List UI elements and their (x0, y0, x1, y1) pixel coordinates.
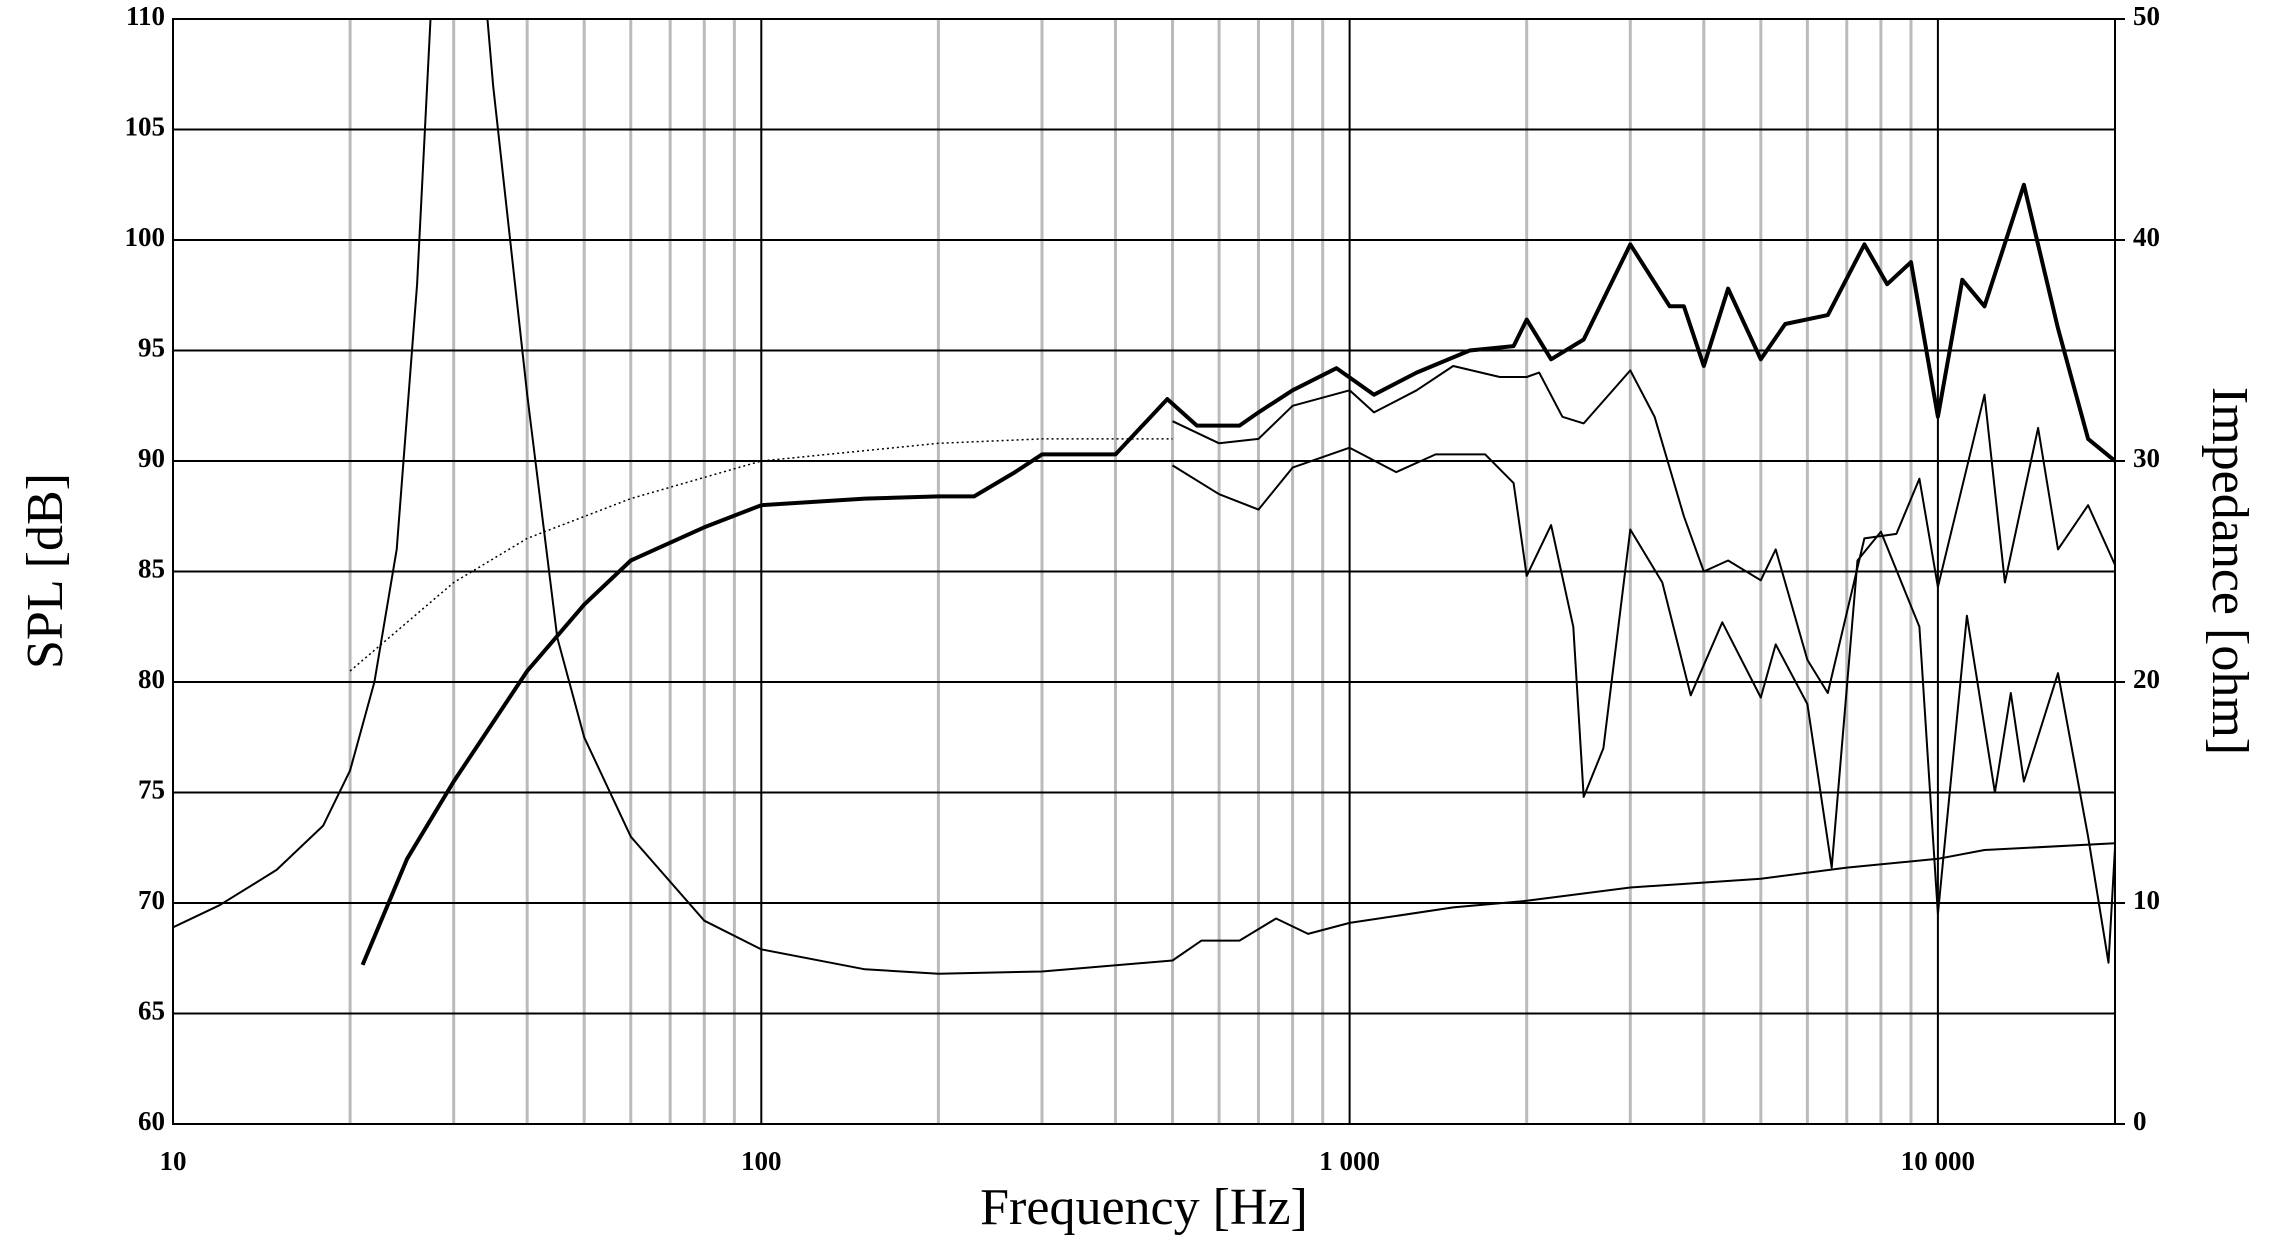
labels: 10 100 1 000 10 000606570758085909510010511… (125, 1, 2161, 1176)
x-tick-label: 10 (160, 1146, 187, 1176)
y-tick-label: 85 (138, 554, 165, 584)
y-tick-label: 110 (126, 1, 165, 31)
y-tick-label: 65 (138, 996, 165, 1026)
y-tick-label: 105 (125, 112, 166, 142)
y-tick-label: 70 (138, 885, 165, 915)
y2-tick-label: 20 (2133, 664, 2160, 694)
x-tick-label: 100 (741, 1146, 782, 1176)
y2-tick-label: 10 (2133, 885, 2160, 915)
y-tick-label: 60 (138, 1106, 165, 1136)
y2-tick-label: 30 (2133, 443, 2160, 473)
x-tick-label: 10 000 (1901, 1146, 1975, 1176)
x-axis-title: Frequency [Hz] (980, 1179, 1308, 1236)
y-axis-title: SPL [dB] (17, 473, 74, 669)
plot-area (173, 19, 2115, 975)
x-tick-label: 1 000 (1319, 1146, 1380, 1176)
y2-tick-label: 40 (2133, 222, 2160, 252)
impedance-line (173, 19, 2115, 975)
spl-line (1172, 365, 2115, 694)
y2-tick-label: 0 (2133, 1106, 2147, 1136)
y-tick-label: 95 (138, 333, 165, 363)
y-tick-label: 100 (125, 222, 166, 252)
y-tick-label: 80 (138, 664, 165, 694)
y-tick-label: 75 (138, 775, 165, 805)
y-tick-label: 90 (138, 443, 165, 473)
plot-frame (172, 18, 2116, 1125)
y2-axis-title: Impedance [ohm] (2201, 387, 2258, 755)
y2-tick-label: 50 (2133, 1, 2160, 31)
spl-line (1171, 446, 2115, 964)
spl-line (349, 438, 1173, 672)
grid (172, 18, 2115, 1125)
spl-line (360, 182, 2115, 966)
